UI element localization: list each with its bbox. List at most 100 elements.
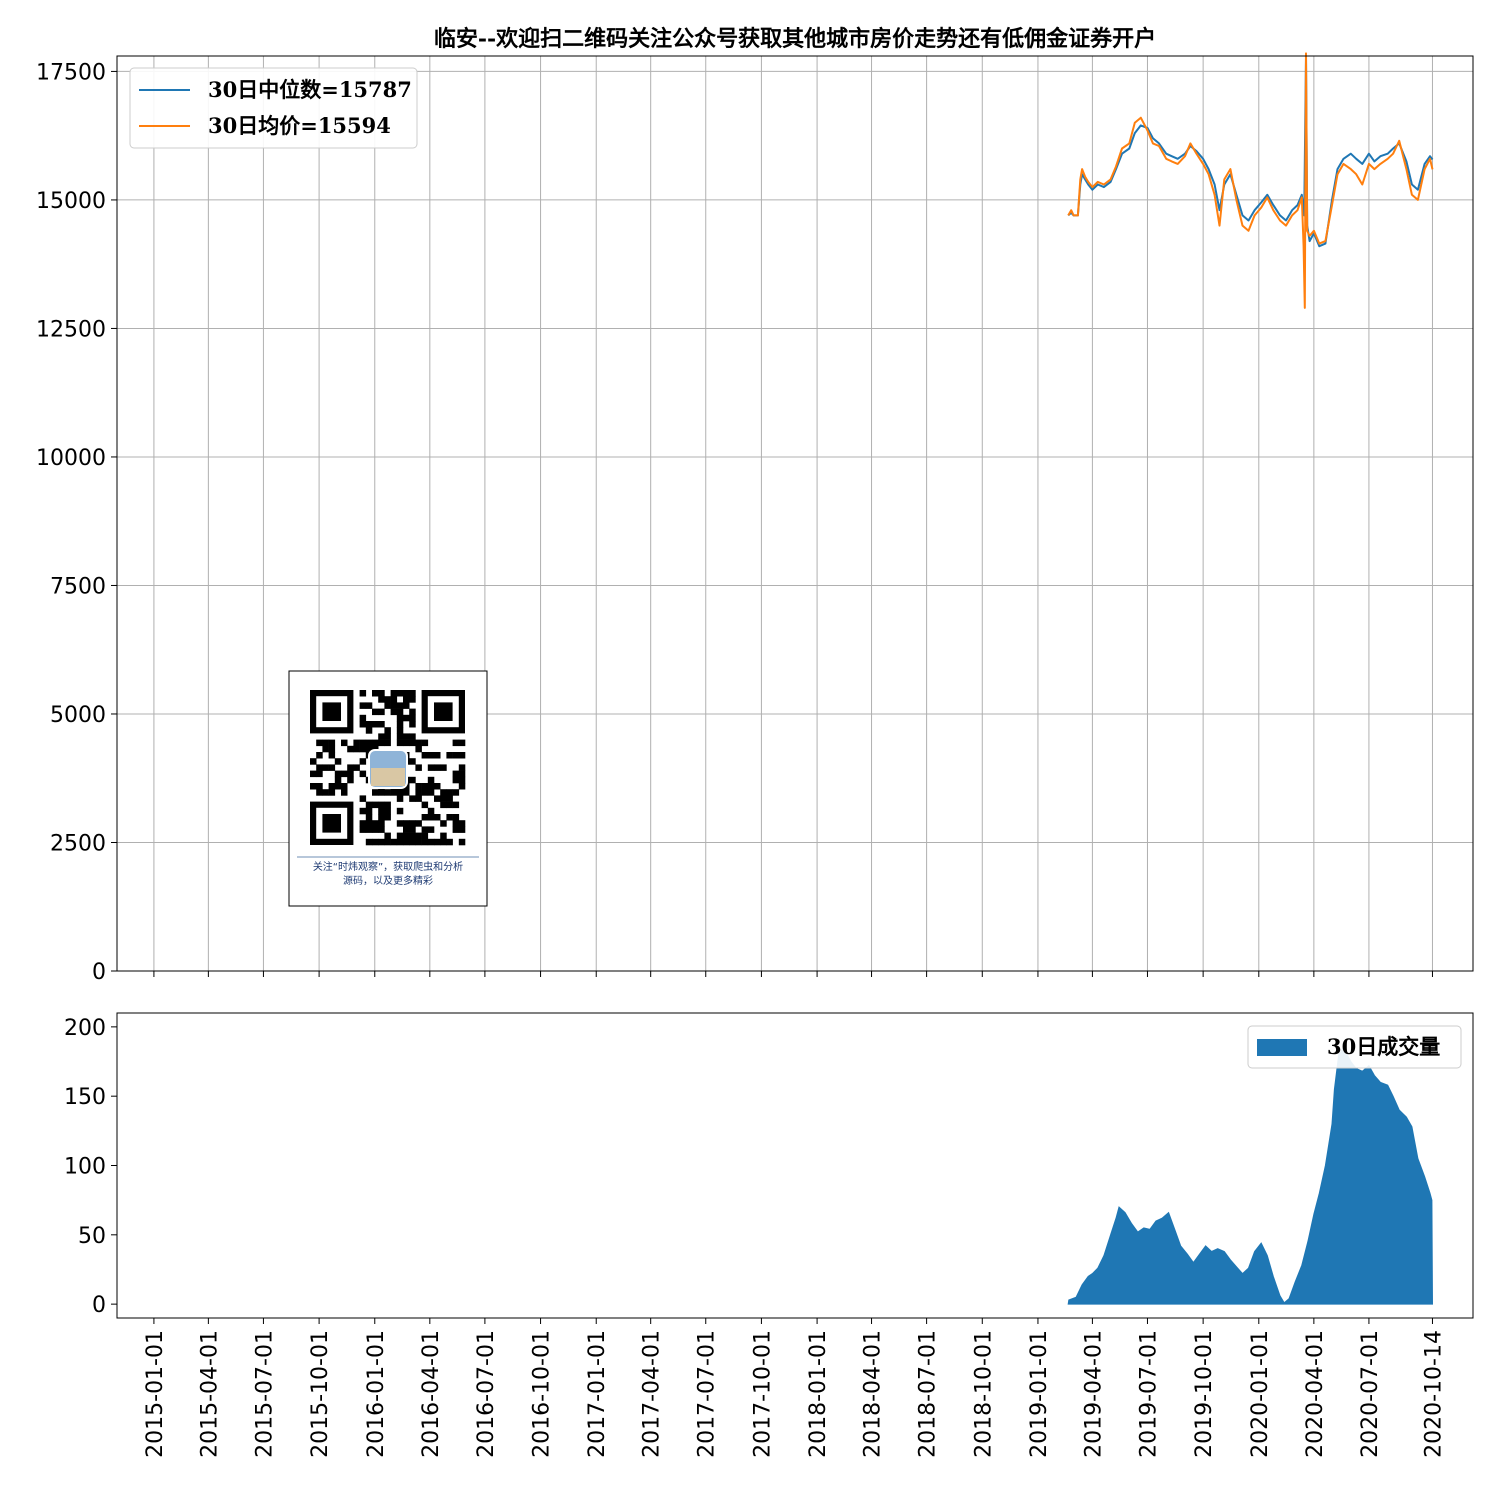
y-tick-label: 0 [92, 960, 106, 985]
x-tick-label: 2017-04-01 [640, 1330, 665, 1458]
x-tick-label: 2020-07-01 [1358, 1330, 1383, 1458]
qr-module [378, 721, 385, 728]
top-series [1067, 52, 1434, 309]
qr-module [409, 758, 416, 765]
bottom-ticks: 0 50 100 150 200 2015-01-01 2015-04-01 2015-07-… [64, 1016, 1446, 1458]
qr-module [403, 702, 410, 709]
qr-module [365, 807, 373, 815]
qr-module [365, 727, 373, 734]
x-tick-label: 2016-04-01 [419, 1330, 444, 1458]
qr-module [415, 764, 422, 771]
qr-module [359, 739, 367, 747]
qr-module [365, 721, 373, 728]
qr-module [434, 838, 441, 846]
top-legend: 30日中位数=15787 30日均价=15594 [129, 67, 418, 149]
x-tick-label: 2015-10-01 [308, 1330, 333, 1458]
qr-module [409, 832, 416, 840]
qr-module [440, 832, 447, 840]
x-tick-label: 2020-10-14 [1421, 1330, 1446, 1458]
qr-module [359, 745, 367, 753]
qr-module [434, 795, 441, 802]
qr-module [378, 696, 385, 703]
qr-module [384, 739, 391, 747]
qr-module [409, 795, 416, 802]
qr-module [328, 783, 336, 790]
qr-module [359, 826, 367, 833]
qr-module [372, 721, 379, 728]
top-ticks: 0 2500 5000 7500 10000 12500 15000 17500 [36, 60, 1433, 985]
qr-module [440, 801, 447, 809]
qr-finder-core [434, 702, 453, 721]
qr-module [384, 838, 391, 846]
legend-mean-label: 30日均价=15594 [208, 113, 391, 138]
qr-module [378, 807, 385, 815]
qr-module [347, 770, 354, 778]
x-tick-label: 2015-07-01 [252, 1330, 277, 1458]
qr-module [396, 807, 404, 815]
qr-module [427, 752, 435, 759]
qr-caption-line1: 关注“时炜观察”，获取爬虫和分析 [313, 860, 463, 873]
qr-module [446, 789, 453, 796]
qr-module [390, 838, 398, 846]
x-tick-label: 2019-04-01 [1081, 1330, 1106, 1458]
qr-module [458, 770, 466, 778]
qr-module [458, 838, 466, 846]
qr-module [421, 801, 429, 809]
qr-module [310, 770, 317, 778]
qr-module [421, 739, 429, 747]
qr-module [446, 795, 453, 802]
y-tick-label: 100 [64, 1155, 106, 1180]
qr-module [316, 752, 323, 759]
qr-module [396, 795, 404, 802]
qr-module [322, 789, 329, 796]
qr-module [403, 826, 410, 833]
y-tick-label: 5000 [50, 703, 106, 728]
qr-module [403, 690, 410, 697]
qr-module [384, 807, 391, 815]
x-tick-label: 2019-07-01 [1136, 1330, 1161, 1458]
bottom-series [1067, 1046, 1434, 1305]
qr-module [378, 820, 385, 827]
qr-module [452, 739, 460, 747]
qr-module [384, 733, 391, 740]
qr-module [334, 770, 342, 778]
qr-module [446, 752, 453, 759]
qr-module [409, 696, 416, 703]
qr-module [316, 764, 323, 771]
qr-module [322, 739, 329, 747]
x-tick-label: 2020-01-01 [1248, 1330, 1273, 1458]
qr-module [458, 752, 466, 759]
qr-module [334, 758, 342, 765]
qr-module [440, 789, 447, 796]
qr-module [409, 690, 416, 697]
chart-title: 临安--欢迎扫二维码关注公众号获取其他城市房价走势还有低佣金证券开户 [434, 26, 1156, 52]
qr-module [328, 789, 336, 796]
qr-module [378, 789, 385, 796]
qr-module [427, 807, 435, 815]
qr-module [409, 733, 416, 740]
qr-module [440, 795, 447, 802]
qr-module [341, 783, 348, 790]
qr-module [334, 783, 342, 790]
qr-module [415, 739, 422, 747]
qr-module [409, 826, 416, 833]
y-tick-label: 7500 [50, 574, 106, 599]
qr-module [403, 733, 410, 740]
qr-module [365, 838, 373, 846]
qr-module [378, 838, 385, 846]
x-tick-label: 2016-10-01 [530, 1330, 555, 1458]
qr-module [365, 801, 373, 809]
qr-module [372, 820, 379, 827]
x-tick-label: 2016-07-01 [474, 1330, 499, 1458]
qr-module [434, 752, 441, 759]
qr-module [359, 702, 367, 709]
qr-module [378, 826, 385, 833]
x-tick-label: 2018-01-01 [806, 1330, 831, 1458]
qr-module [359, 807, 367, 815]
qr-avatar-ground [371, 768, 405, 786]
x-tick-label: 2017-07-01 [695, 1330, 720, 1458]
qr-module [409, 838, 416, 846]
qr-module [372, 801, 379, 809]
qr-module [390, 702, 398, 709]
qr-module [396, 820, 404, 827]
